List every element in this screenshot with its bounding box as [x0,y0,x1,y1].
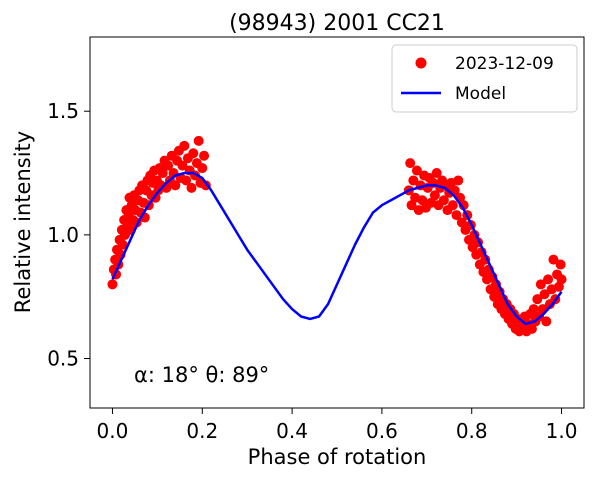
scatter-point [188,148,199,159]
legend-label-model: Model [455,84,506,104]
plot-frame [89,36,585,409]
scatter-point [417,195,428,206]
x-tick-label: 0.6 [366,419,398,443]
scatter-point [528,304,539,315]
scatter-point [107,279,118,290]
x-tick-label: 0.4 [276,419,308,443]
scatter-point [447,200,458,211]
x-tick-label: 0.8 [456,419,488,443]
legend-label-scatter: 2023-12-09 [455,54,554,74]
chart-title: (98943) 2001 CC21 [229,11,445,36]
scatter-series [107,135,567,337]
y-tick-label: 1.0 [47,223,79,247]
x-tick-label: 1.0 [546,419,578,443]
scatter-point [451,210,462,221]
scatter-point [186,182,197,193]
scatter-point [431,168,442,179]
scatter-point [532,294,543,305]
scatter-point [157,168,168,179]
legend: 2023-12-09 Model [391,44,578,113]
x-axis-label: Phase of rotation [248,445,427,469]
x-tick-label: 0.0 [97,419,129,443]
scatter-point [181,175,192,186]
scatter-point [453,175,464,186]
scatter-point [458,200,469,211]
model-line-series [111,171,563,326]
y-tick-label: 0.5 [47,347,79,371]
scatter-point [539,289,550,300]
scatter-point [535,279,546,290]
model-line [111,171,563,326]
scatter-point [411,165,422,176]
scatter-point [199,150,210,161]
scatter-point [177,160,188,171]
scatter-point [541,316,552,327]
scatter-point [117,239,128,250]
y-axis-label: Relative intensity [11,131,35,313]
scatter-point [456,217,467,228]
scatter-point [193,135,204,146]
scatter-point [179,140,190,151]
scatter-point [556,274,567,285]
scatter-point [170,180,181,191]
scatter-point [197,163,208,174]
scatter-point [405,158,416,169]
scatter-point [163,160,174,171]
x-axis: 0.0 0.2 0.4 0.6 0.8 1.0 [97,408,578,443]
scatter-point [526,323,537,334]
scatter-point [438,195,449,206]
scatter-point [548,254,559,265]
scatter-point [408,175,419,186]
scatter-point [543,274,554,285]
x-tick-label: 0.2 [186,419,218,443]
y-tick-label: 1.5 [47,99,79,123]
y-axis: 0.5 1.0 1.5 [47,99,90,371]
chart-annotation: α: 18° θ: 89° [134,363,269,387]
scatter-point [429,190,440,201]
scatter-point [406,200,417,211]
legend-marker-scatter [415,57,427,69]
legend-box [391,44,578,113]
scatter-point [555,259,566,270]
